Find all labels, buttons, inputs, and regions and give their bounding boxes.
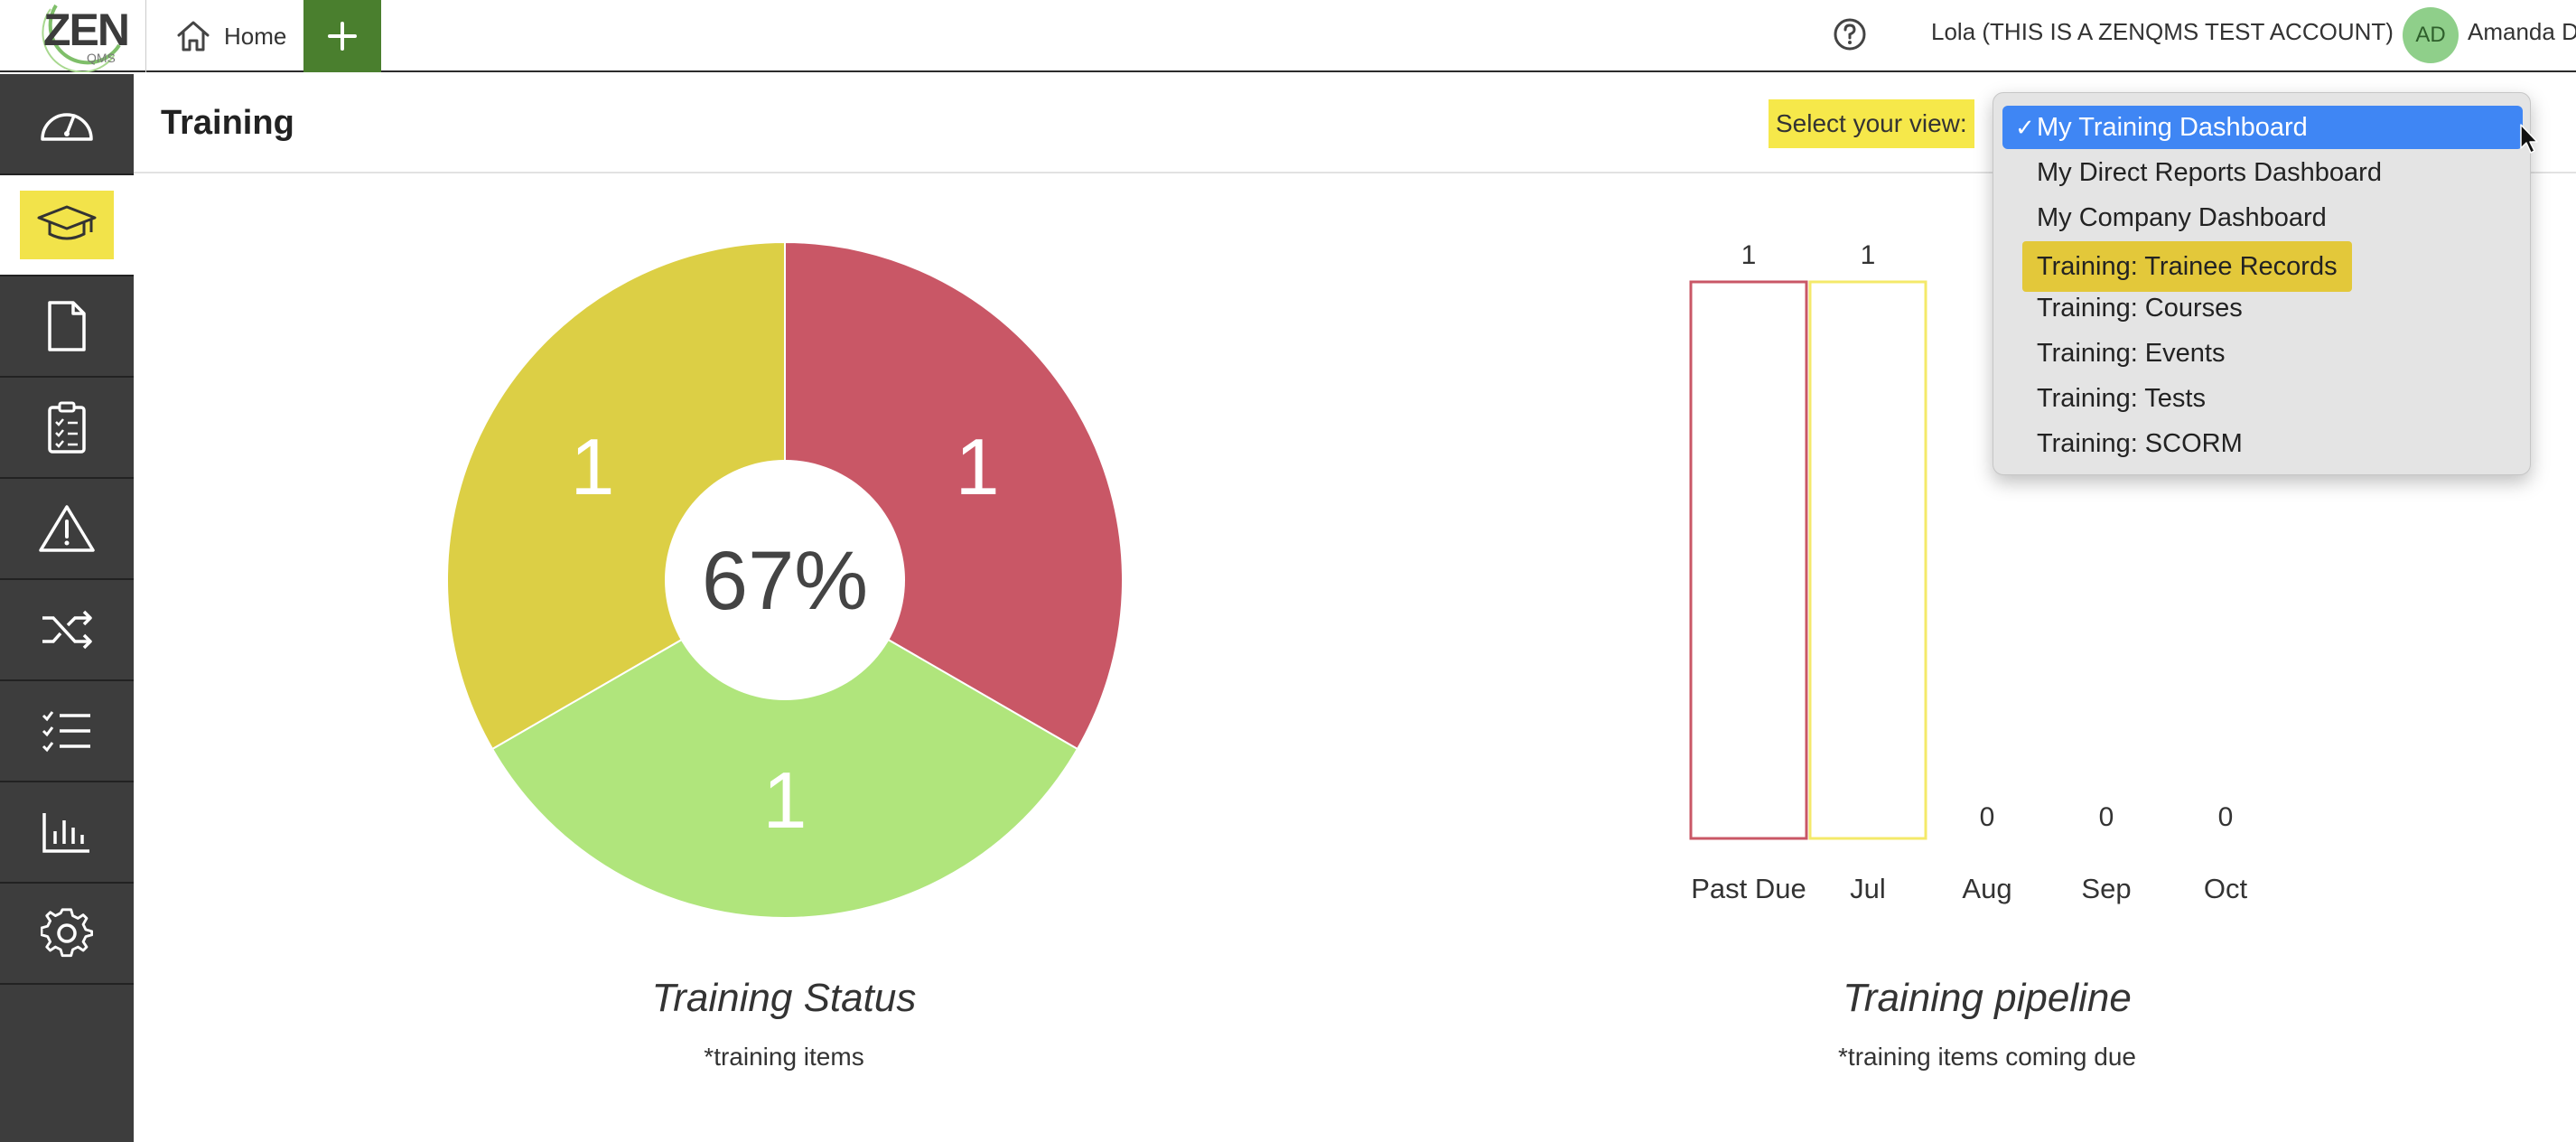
logo-text: ZEN xyxy=(43,5,130,55)
user-name[interactable]: Amanda D xyxy=(2468,18,2576,45)
logo-subtext: QMS xyxy=(87,51,116,65)
top-bar: ZEN QMS Home Lola (THIS IS A ZENQMS TEST… xyxy=(0,0,2576,72)
shuffle-icon xyxy=(42,610,92,650)
checklist-icon xyxy=(42,711,90,753)
pie-slice[interactable] xyxy=(490,578,1079,919)
sidebar-item-settings[interactable] xyxy=(0,884,134,985)
view-option[interactable]: Training: Events xyxy=(2037,338,2226,368)
gear-icon xyxy=(41,908,93,958)
help-icon[interactable] xyxy=(1832,16,1868,52)
pie-slice-label: 1 xyxy=(956,422,1000,511)
pipeline-bar-value: 1 xyxy=(1861,240,1876,270)
sidebar-item-documents[interactable] xyxy=(0,276,134,378)
training-pipeline-subtitle: *training items coming due xyxy=(1838,1043,2136,1071)
pipeline-bar[interactable] xyxy=(1689,280,1808,840)
add-tab-button[interactable] xyxy=(303,0,381,72)
pipeline-bar[interactable] xyxy=(1808,280,1927,840)
pie-slice[interactable] xyxy=(446,240,786,751)
logo-ring-icon xyxy=(42,4,121,72)
sidebar-item-events[interactable] xyxy=(0,479,134,580)
account-name[interactable]: Lola (THIS IS A ZENQMS TEST ACCOUNT) xyxy=(1931,18,2394,45)
sidebar-item-audits[interactable] xyxy=(0,378,134,479)
pipeline-bar-value: 0 xyxy=(2218,802,2234,832)
view-option[interactable]: Training: Courses xyxy=(2037,293,2243,323)
pipeline-category-label: Jul xyxy=(1850,873,1886,904)
view-option-hovered[interactable]: Training: Trainee Records xyxy=(2022,241,2352,292)
donut-hole xyxy=(665,460,905,700)
pie-center-percentage: 67% xyxy=(702,535,868,627)
sidebar-item-reports[interactable] xyxy=(0,782,134,884)
view-option-selected[interactable]: ✓ My Training Dashboard xyxy=(2002,106,2523,149)
page-header: Training Select your view: xyxy=(134,74,2576,173)
avatar[interactable]: AD xyxy=(2403,7,2459,63)
pipeline-category-label: Aug xyxy=(1962,873,2011,904)
page-title: Training xyxy=(161,104,294,142)
document-icon xyxy=(48,301,86,351)
home-tab[interactable]: Home xyxy=(146,0,303,72)
pie-slice-label: 1 xyxy=(570,422,614,511)
view-option[interactable]: Training: SCORM xyxy=(2037,428,2243,458)
zenqms-logo[interactable]: ZEN QMS xyxy=(0,0,146,72)
training-pipeline-title: Training pipeline xyxy=(1843,976,2132,1020)
pipeline-category-label: Oct xyxy=(2204,873,2248,904)
view-option-label: My Training Dashboard xyxy=(2037,112,2308,142)
graduation-cap-icon xyxy=(37,205,97,240)
view-option[interactable]: My Company Dashboard xyxy=(2037,202,2327,232)
view-select-dropdown[interactable]: ✓ My Training Dashboard My Direct Report… xyxy=(1993,92,2531,475)
sidebar-item-training-highlight xyxy=(20,191,114,259)
training-status-title: Training Status xyxy=(651,976,917,1020)
training-status-pie-chart: 1 1 1 67% xyxy=(446,240,1124,919)
pipeline-category-label: Past Due xyxy=(1691,873,1806,904)
view-select-label: Select your view: xyxy=(1769,99,1974,148)
view-option[interactable]: My Direct Reports Dashboard xyxy=(2037,157,2382,187)
sidebar xyxy=(0,74,134,1142)
clipboard-checklist-icon xyxy=(48,401,86,454)
sidebar-item-dashboard[interactable] xyxy=(0,74,134,175)
bar-chart-icon xyxy=(42,813,89,853)
warning-triangle-icon xyxy=(39,505,95,552)
mouse-cursor-icon xyxy=(2520,124,2538,154)
view-option[interactable]: Training: Tests xyxy=(2037,383,2206,413)
home-icon xyxy=(177,21,210,51)
plus-icon xyxy=(328,22,357,51)
sidebar-item-tasks[interactable] xyxy=(0,681,134,782)
pie-slice[interactable] xyxy=(784,240,1124,751)
pipeline-bar-value: 0 xyxy=(1980,802,1995,832)
dashboard-gauge-icon xyxy=(41,113,93,141)
training-status-subtitle: *training items xyxy=(704,1043,864,1071)
home-tab-label: Home xyxy=(224,22,287,50)
pipeline-category-label: Sep xyxy=(2081,873,2131,904)
pie-slice-label: 1 xyxy=(763,755,807,845)
sidebar-item-training[interactable] xyxy=(0,175,134,276)
checkmark-icon: ✓ xyxy=(2015,113,2035,141)
pipeline-bar-value: 1 xyxy=(1741,240,1757,270)
sidebar-item-changes[interactable] xyxy=(0,580,134,681)
pipeline-bar-value: 0 xyxy=(2099,802,2114,832)
